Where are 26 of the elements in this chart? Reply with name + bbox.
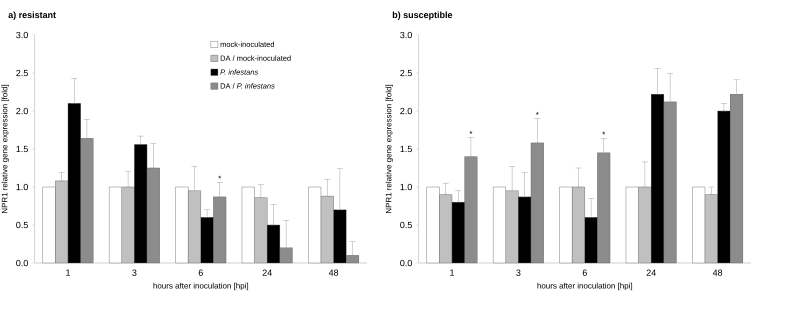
x-tick-label: 48 [328,270,338,276]
x-tick-label: 6 [198,270,203,276]
y-tick-label: 1.0 [400,184,412,190]
y-tick-label: 2.0 [400,108,412,114]
x-tick-label: 1 [450,270,454,276]
y-tick-label: 1.0 [16,184,28,190]
y-tick-label: 0.5 [400,222,412,228]
x-tick-label: 1 [66,270,70,276]
chart-title: a) resistant [8,11,56,20]
x-tick-label: 6 [582,270,587,276]
chart-title: b) susceptible [392,11,452,20]
y-tick-label: 0.5 [16,222,28,228]
y-tick-label: 3.0 [400,32,412,38]
y-tick-label: 0.0 [400,260,412,266]
y-tick-label: 1.5 [400,146,412,152]
x-tick-label: 24 [646,270,656,276]
x-tick-label: 3 [132,270,136,276]
y-tick-label: 2.5 [400,70,412,76]
x-tick-label: 48 [712,270,722,276]
x-tick-label: 3 [516,270,521,276]
y-tick-label: 0.0 [16,260,28,266]
y-tick-label: 1.5 [16,146,28,152]
y-tick-label: 2.0 [16,108,28,114]
y-tick-label: 2.5 [16,70,28,76]
x-tick-label: 24 [262,270,272,276]
y-tick-label: 3.0 [16,32,28,38]
